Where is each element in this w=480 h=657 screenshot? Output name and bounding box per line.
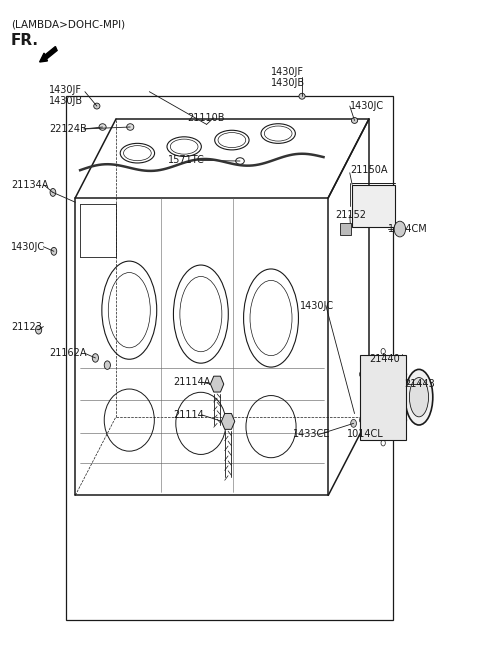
Text: 21162A: 21162A	[49, 348, 86, 358]
Ellipse shape	[51, 248, 57, 255]
Text: 21443: 21443	[405, 379, 435, 389]
Text: 21123: 21123	[11, 321, 42, 332]
Text: 1430JF: 1430JF	[271, 67, 304, 77]
Circle shape	[394, 221, 406, 237]
Text: 21110B: 21110B	[188, 113, 225, 123]
Text: 1571TC: 1571TC	[168, 155, 205, 166]
Text: 21440: 21440	[369, 354, 399, 364]
Ellipse shape	[351, 118, 358, 124]
Ellipse shape	[409, 378, 429, 417]
FancyArrow shape	[40, 47, 57, 62]
Text: (LAMBDA>DOHC-MPI): (LAMBDA>DOHC-MPI)	[11, 19, 125, 30]
Ellipse shape	[127, 124, 134, 130]
Ellipse shape	[367, 369, 399, 426]
Text: 1433CE: 1433CE	[292, 430, 330, 440]
Text: 21114A: 21114A	[173, 377, 211, 387]
Text: 1014CM: 1014CM	[388, 224, 428, 234]
Ellipse shape	[299, 93, 305, 99]
Text: 21150A: 21150A	[350, 165, 387, 175]
Text: 1430JB: 1430JB	[271, 78, 305, 87]
Ellipse shape	[104, 361, 110, 369]
Ellipse shape	[94, 103, 100, 109]
Text: 22124B: 22124B	[49, 124, 87, 134]
Bar	[352, 185, 395, 227]
Text: 1430JF: 1430JF	[49, 85, 82, 95]
Text: 1014CL: 1014CL	[348, 430, 384, 440]
Ellipse shape	[50, 189, 56, 196]
Ellipse shape	[351, 419, 357, 427]
Text: 1430JC: 1430JC	[350, 101, 384, 111]
Ellipse shape	[372, 425, 375, 430]
Bar	[66, 97, 393, 620]
Bar	[340, 223, 351, 235]
Bar	[360, 355, 406, 440]
Ellipse shape	[99, 124, 106, 130]
Ellipse shape	[405, 369, 433, 425]
Text: 1430JB: 1430JB	[49, 96, 83, 106]
Text: FR.: FR.	[11, 33, 39, 48]
Text: 21134A: 21134A	[11, 179, 48, 190]
Ellipse shape	[36, 326, 42, 334]
Ellipse shape	[92, 353, 98, 362]
Text: 1430JC: 1430JC	[11, 242, 45, 252]
Text: 21152: 21152	[336, 210, 366, 220]
Text: 1430JC: 1430JC	[300, 301, 334, 311]
Text: 21114: 21114	[173, 410, 204, 420]
